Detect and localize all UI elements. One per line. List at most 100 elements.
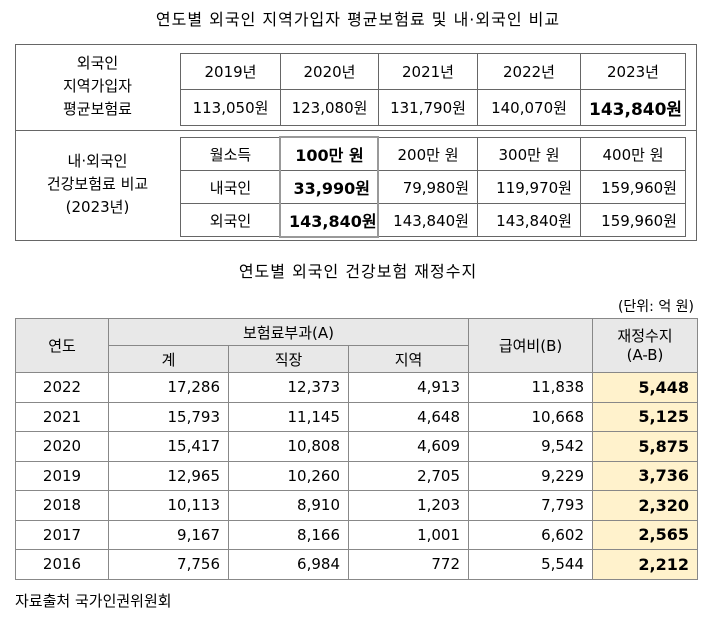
- row: 2020 15,417 10,808 4,609 9,542 5,875: [15, 431, 699, 462]
- cell: 400만 원: [580, 137, 686, 171]
- cell: 5,448: [592, 372, 699, 403]
- row: 월소득 100만 원 200만 원 300만 원 400만 원: [180, 137, 686, 171]
- cell: 15,417: [108, 431, 229, 462]
- cell: 2022년: [477, 53, 581, 90]
- header-cell: 계: [108, 345, 229, 373]
- cell: 5,875: [592, 431, 699, 462]
- cell: 12,965: [108, 460, 229, 491]
- cell: 9,167: [108, 519, 229, 550]
- row: 2021 15,793 11,145 4,648 10,668 5,125: [15, 401, 699, 432]
- cell: 11,145: [228, 401, 349, 432]
- label-line: (2023년): [65, 198, 130, 216]
- cell: 10,113: [108, 490, 229, 521]
- row: 2019년 2020년 2021년 2022년 2023년: [180, 53, 686, 90]
- cell: 6,602: [468, 519, 594, 550]
- cell: 10,808: [228, 431, 349, 462]
- cell: 2023년: [580, 53, 686, 90]
- premium-table: 2019년 2020년 2021년 2022년 2023년 113,050원 123,080…: [180, 53, 686, 126]
- cell: 2,212: [592, 549, 699, 580]
- cell: 월소득: [180, 137, 281, 171]
- cell: 7,793: [468, 490, 594, 521]
- label-line: 지역가입자: [62, 77, 132, 95]
- cell: 5,125: [592, 401, 699, 432]
- label-line: 평균보험료: [62, 100, 132, 118]
- row: 2018 10,113 8,910 1,203 7,793 2,320: [15, 490, 699, 521]
- cell: 2,705: [347, 460, 470, 491]
- cell: 2021: [15, 401, 109, 432]
- cell: 2019: [15, 460, 109, 491]
- cell: 2022: [15, 372, 109, 403]
- cell: 159,960원: [580, 203, 686, 237]
- highlight-box: [279, 136, 379, 238]
- cell: 159,960원: [580, 170, 686, 204]
- cell: 140,070원: [477, 89, 581, 126]
- cell: 2,565: [592, 519, 699, 550]
- cell: 외국인: [180, 203, 281, 237]
- header-row: 연도 보험료부과(A) 급여비(B) 재정수지 (A-B): [15, 318, 699, 373]
- cell: 5,544: [468, 549, 594, 580]
- cell: 6,984: [228, 549, 349, 580]
- header-row: 계 직장 지역: [16, 345, 698, 373]
- title: 연도별 외국인 지역가입자 평균보험료 및 내·외국인 비교: [155, 10, 561, 29]
- comparison-table: 월소득 100만 원 200만 원 300만 원 400만 원 내국인 33,990원 79,…: [180, 137, 686, 237]
- cell: 123,080원: [280, 89, 379, 126]
- header-line: (A-B): [626, 345, 664, 364]
- cell: 2016: [15, 549, 109, 580]
- row: 2016 7,756 6,984 772 5,544 2,212: [15, 549, 699, 580]
- header-cell: 직장: [228, 345, 349, 373]
- source: 자료출처 국가인권위원회: [15, 592, 172, 610]
- cell: 143,840원: [378, 203, 478, 237]
- cell: 79,980원: [378, 170, 478, 204]
- cell: 17,286: [108, 372, 229, 403]
- cell: 2020: [15, 431, 109, 462]
- cell: 2018: [15, 490, 109, 521]
- cell: 131,790원: [378, 89, 478, 126]
- finance-table: 연도 보험료부과(A) 급여비(B) 재정수지 (A-B) 계 직장 지역 2022 17,286…: [15, 318, 699, 580]
- row: 2022 17,286 12,373 4,913 11,838 5,448: [15, 372, 699, 403]
- cell: 119,970원: [477, 170, 581, 204]
- cell: 1,203: [347, 490, 470, 521]
- row: 113,050원 123,080원 131,790원 140,070원 143,840원: [180, 89, 686, 126]
- cell: 4,609: [347, 431, 470, 462]
- cell: 9,542: [468, 431, 594, 462]
- label-line: 외국인: [76, 54, 119, 72]
- cell: 2021년: [378, 53, 478, 90]
- cell: 10,260: [228, 460, 349, 491]
- header-cell: 급여비(B): [468, 318, 594, 373]
- title: 연도별 외국인 건강보험 재정수지: [238, 262, 478, 281]
- row: 2019 12,965 10,260 2,705 9,229 3,736: [15, 460, 699, 491]
- cell: 내국인: [180, 170, 281, 204]
- cell: 4,913: [347, 372, 470, 403]
- cell: 200만 원: [378, 137, 478, 171]
- cell: 12,373: [228, 372, 349, 403]
- header-cell: 재정수지 (A-B): [592, 318, 699, 373]
- cell: 300만 원: [477, 137, 581, 171]
- cell: 33,990원: [280, 170, 379, 204]
- cell: 15,793: [108, 401, 229, 432]
- label-line: 건강보험료 비교: [46, 175, 149, 193]
- cell: 2019년: [180, 53, 281, 90]
- cell: 8,166: [228, 519, 349, 550]
- unit: (단위: 억 원): [617, 299, 694, 315]
- cell: 10,668: [468, 401, 594, 432]
- cell: 113,050원: [180, 89, 281, 126]
- cell: 2,320: [592, 490, 699, 521]
- cell: 7,756: [108, 549, 229, 580]
- cell: 143,840원: [477, 203, 581, 237]
- table1-box: [15, 44, 697, 241]
- header-cell: 연도: [15, 318, 109, 373]
- cell: 2017: [15, 519, 109, 550]
- cell: 2020년: [280, 53, 379, 90]
- cell: 143,840원: [580, 89, 686, 126]
- divider: [15, 130, 697, 131]
- cell: 9,229: [468, 460, 594, 491]
- row: 외국인 143,840원 143,840원 143,840원 159,960원: [180, 203, 686, 237]
- row: 2017 9,167 8,166 1,001 6,602 2,565: [15, 519, 699, 550]
- header-cell: 지역: [347, 345, 470, 373]
- label-line: 내·외국인: [67, 152, 128, 170]
- row: 내국인 33,990원 79,980원 119,970원 159,960원: [180, 170, 686, 204]
- cell: 1,001: [347, 519, 470, 550]
